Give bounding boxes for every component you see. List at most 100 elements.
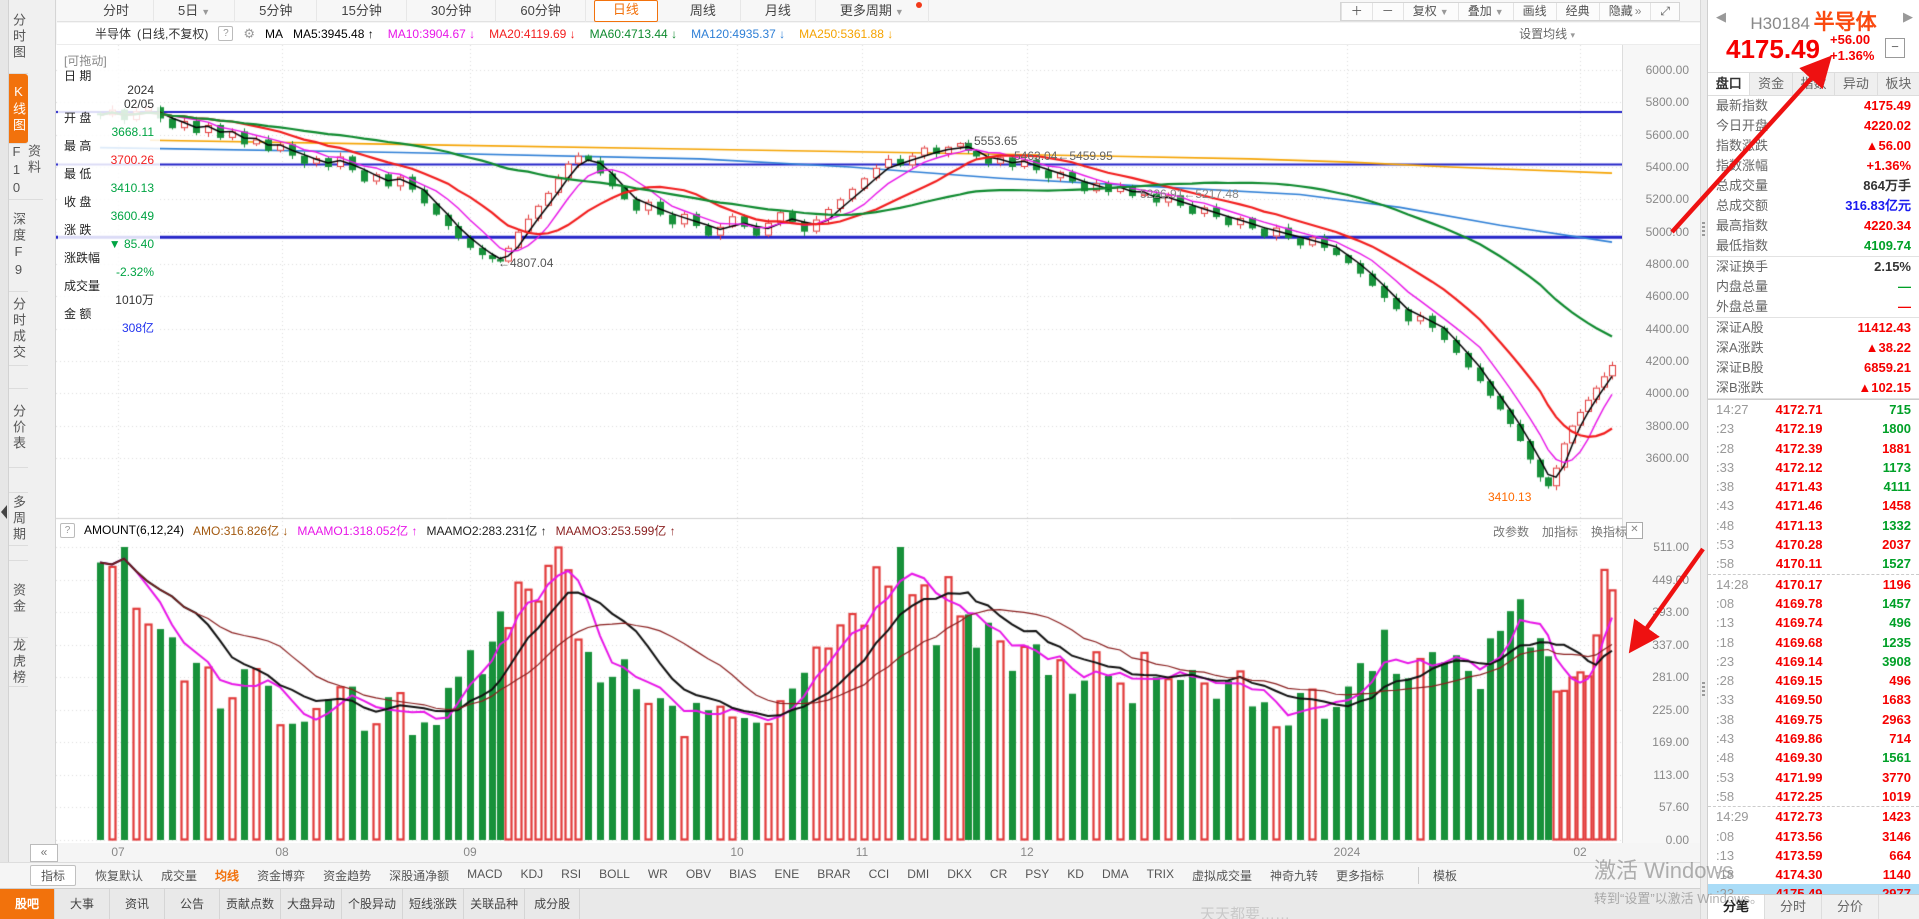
- tick-row[interactable]: 14:29 4172.73 1423: [1708, 806, 1919, 826]
- period-button[interactable]: 日线▼: [593, 0, 658, 22]
- indicator-tab[interactable]: 更多指标: [1327, 867, 1393, 884]
- sidebar-tab[interactable]: K线图: [9, 74, 28, 144]
- chart-tool-button[interactable]: 复权▼»: [1402, 3, 1458, 20]
- sidebar-tab[interactable]: 龙虎榜: [9, 638, 28, 687]
- tick-row[interactable]: :23 4169.14 3908: [1708, 652, 1919, 671]
- ma-settings-button[interactable]: 设置均线 ▾: [1519, 25, 1575, 42]
- ohlc-info-box[interactable]: [可拖动] 日 期 2024 02/05 开 盘 3668.11 最 高 370…: [58, 52, 160, 339]
- indicator-tab[interactable]: RSI: [552, 867, 590, 884]
- tick-row[interactable]: :38 4169.75 2963: [1708, 710, 1919, 729]
- tick-view-tab[interactable]: 分价: [1822, 895, 1879, 919]
- help-icon[interactable]: ?: [60, 522, 75, 538]
- tick-row[interactable]: :33 4172.12 1173: [1708, 458, 1919, 477]
- help-icon[interactable]: ?: [218, 26, 234, 41]
- period-button[interactable]: 15分钟▼: [317, 0, 407, 22]
- bottom-tab[interactable]: 个股异动: [342, 889, 404, 919]
- indicator-tab[interactable]: 虚拟成交量: [1183, 867, 1261, 884]
- tick-row[interactable]: :08 4173.56 3146: [1708, 827, 1919, 846]
- indicator-tab[interactable]: TRIX: [1138, 867, 1183, 884]
- period-button[interactable]: 5分钟▼: [235, 0, 318, 22]
- indicator-action-button[interactable]: 加指标: [1542, 525, 1579, 539]
- indicator-tab[interactable]: WR: [639, 867, 677, 884]
- indicator-tab[interactable]: PSY: [1016, 867, 1058, 884]
- bottom-tab[interactable]: 公告: [165, 889, 220, 919]
- tick-row[interactable]: :33 4169.50 1683: [1708, 690, 1919, 709]
- tick-row[interactable]: :53 4170.28 2037: [1708, 535, 1919, 554]
- next-instrument-icon[interactable]: ▶: [1903, 9, 1913, 24]
- indicator-action-button[interactable]: 换指标: [1591, 525, 1628, 539]
- tick-row[interactable]: :28 4169.15 496: [1708, 671, 1919, 690]
- indicator-tab[interactable]: BIAS: [720, 867, 765, 884]
- quote-tab[interactable]: 资金: [1750, 73, 1793, 95]
- template-button[interactable]: 模板: [1418, 867, 1457, 884]
- quote-tab[interactable]: 板块: [1878, 73, 1919, 95]
- chart-tool-button[interactable]: 经典▼»: [1555, 3, 1599, 20]
- collapse-left-arrow-icon[interactable]: [1, 505, 7, 519]
- tick-view-tab[interactable]: 分时: [1765, 895, 1822, 919]
- sidebar-tab[interactable]: 深度F9: [9, 200, 28, 292]
- tick-row[interactable]: :18 4174.30 1140: [1708, 865, 1919, 884]
- tick-row[interactable]: :23 4172.19 1800: [1708, 419, 1919, 438]
- tick-row[interactable]: :13 4173.59 664: [1708, 846, 1919, 865]
- tick-row[interactable]: :58 4172.25 1019: [1708, 787, 1919, 806]
- indicator-tab[interactable]: 神奇九转: [1261, 867, 1327, 884]
- close-indicator-icon[interactable]: ✕: [1626, 522, 1643, 539]
- tick-row[interactable]: :18 4169.68 1235: [1708, 633, 1919, 652]
- sidebar-collapse-button[interactable]: «: [30, 844, 58, 862]
- indicator-tab[interactable]: CCI: [860, 867, 899, 884]
- tick-row[interactable]: :48 4171.13 1332: [1708, 516, 1919, 535]
- period-button[interactable]: 更多周期 ▼: [816, 0, 929, 22]
- bottom-tab[interactable]: 大盘异动: [281, 889, 343, 919]
- tick-list[interactable]: 14:27 4172.71 715 :23 4172.19 1800 :28 4…: [1708, 399, 1919, 904]
- bottom-tab[interactable]: 贡献点数: [220, 889, 282, 919]
- indicator-tab[interactable]: KDJ: [511, 867, 552, 884]
- indicator-tab[interactable]: ENE: [766, 867, 809, 884]
- indicator-tab[interactable]: 恢复默认: [86, 867, 152, 884]
- indicator-tab[interactable]: CR: [981, 867, 1016, 884]
- bottom-tab[interactable]: 关联品种: [464, 889, 526, 919]
- indicator-action-button[interactable]: 改参数: [1493, 525, 1530, 539]
- chart-tool-button[interactable]: －▼»: [1371, 3, 1403, 20]
- chart-tool-button[interactable]: ＋▼»: [1340, 3, 1372, 20]
- gear-icon[interactable]: ⚙: [243, 25, 255, 41]
- minimize-panel-button[interactable]: −: [1885, 38, 1905, 58]
- chart-tool-button[interactable]: 叠加▼»: [1457, 3, 1513, 20]
- indicator-tab[interactable]: 均线: [206, 867, 248, 884]
- period-button[interactable]: 5日 ▼: [154, 0, 236, 22]
- indicator-tab[interactable]: DMA: [1093, 867, 1138, 884]
- sidebar-tab[interactable]: 分时成交: [9, 292, 28, 366]
- period-button[interactable]: 月线▼: [741, 0, 816, 22]
- indicator-menu-button[interactable]: 指标: [30, 865, 77, 886]
- drag-grip-icon[interactable]: [1702, 222, 1705, 236]
- tick-row[interactable]: :53 4171.99 3770: [1708, 768, 1919, 787]
- tick-view-tab[interactable]: 分笔: [1708, 895, 1765, 919]
- indicator-tab[interactable]: 成交量: [152, 867, 206, 884]
- sidebar-tab[interactable]: 多周期: [9, 492, 28, 546]
- quote-tab[interactable]: 指数: [1793, 73, 1836, 95]
- chart-tool-button[interactable]: 画线▼»: [1512, 3, 1556, 20]
- indicator-tab[interactable]: MACD: [458, 867, 511, 884]
- indicator-tab[interactable]: BOLL: [590, 867, 639, 884]
- bottom-tab[interactable]: 成分股: [525, 889, 581, 919]
- sidebar-tab[interactable]: 资金: [9, 560, 28, 638]
- tick-row[interactable]: :08 4169.78 1457: [1708, 594, 1919, 613]
- panel-resize-divider[interactable]: [1700, 0, 1708, 919]
- tick-row[interactable]: :38 4171.43 4111: [1708, 477, 1919, 496]
- kline-volume-canvas[interactable]: [56, 45, 1622, 843]
- indicator-tab[interactable]: 资金博弈: [248, 867, 314, 884]
- tick-row[interactable]: :28 4172.39 1881: [1708, 439, 1919, 458]
- quote-tab[interactable]: 异动: [1835, 73, 1878, 95]
- fullscreen-button[interactable]: ⤢: [1650, 3, 1679, 20]
- tick-row[interactable]: :48 4169.30 1561: [1708, 748, 1919, 767]
- indicator-tab[interactable]: 资金趋势: [314, 867, 380, 884]
- tick-row[interactable]: :43 4171.46 1458: [1708, 496, 1919, 515]
- period-button[interactable]: 分时▼: [79, 0, 155, 22]
- left-edge-strip[interactable]: [0, 0, 9, 919]
- bottom-tab[interactable]: 短线涨跌: [403, 889, 465, 919]
- bottom-tab[interactable]: 大事: [55, 889, 110, 919]
- period-button[interactable]: 60分钟▼: [496, 0, 586, 22]
- tick-row[interactable]: :58 4170.11 1527: [1708, 554, 1919, 573]
- sidebar-tab[interactable]: 分时图: [9, 0, 28, 74]
- indicator-tab[interactable]: OBV: [677, 867, 720, 884]
- drag-grip-icon[interactable]: [1702, 682, 1705, 696]
